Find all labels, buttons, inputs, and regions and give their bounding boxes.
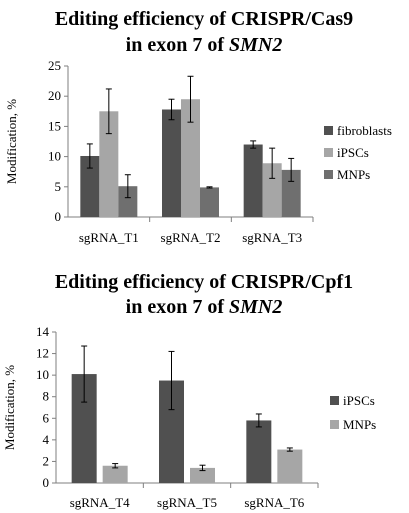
bar-fibroblasts [243,144,263,217]
category-label: sgRNA_T6 [244,495,304,510]
bar-mnps [277,449,303,483]
legend-label: fibroblasts [337,123,392,138]
cas9-chart-panel: Editing efficiency of CRISPR/Cas9 in exon… [0,0,409,250]
chart-title-line-1: Editing efficiency of CRISPR/Cpf1 [55,271,353,293]
legend-swatch-mnps [330,420,339,429]
legend-label: iPSCs [343,393,375,408]
chart-title-prefix: in exon 7 of [126,296,229,318]
y-tick-label: 2 [43,453,50,468]
legend-swatch-ipscs [330,396,339,405]
bar-ipscs [246,420,272,483]
bar-ipscs [99,111,119,217]
y-tick-label: 4 [43,432,50,447]
bar-ipscs [262,163,282,217]
cpf1-chart-panel: Editing efficiency of CRISPR/Cpf1 in exon… [0,262,409,513]
y-tick-label: 20 [48,88,61,103]
legend-swatch-ipscs [324,148,333,157]
y-tick-label: 25 [48,58,61,73]
bar-fibroblasts [162,109,181,217]
chart-title-line-2: in exon 7 of SMN2 [126,34,283,56]
legend-swatch-fibroblasts [324,126,333,135]
y-tick-label: 10 [36,367,49,382]
category-label: sgRNA_T5 [157,495,217,510]
chart-title-gene: SMN2 [229,296,282,318]
y-axis-title: Modification, % [4,99,19,184]
cas9-chart: Editing efficiency of CRISPR/Cas9 in exon… [4,8,392,245]
y-axis-title: Modification, % [2,365,17,450]
category-label: sgRNA_T1 [79,230,139,245]
legend-label: MNPs [343,417,376,432]
legend-swatch-mnps [324,170,333,179]
y-tick-label: 14 [36,324,50,339]
chart-title-line-1: Editing efficiency of CRISPR/Cas9 [55,8,353,30]
y-tick-label: 5 [55,179,62,194]
chart-title-gene: SMN2 [229,34,282,56]
category-label: sgRNA_T3 [242,230,302,245]
y-tick-label: 8 [43,389,50,404]
y-tick-label: 6 [43,410,50,425]
y-tick-label: 0 [55,209,62,224]
cpf1-chart: Editing efficiency of CRISPR/Cpf1 in exon… [2,271,376,510]
legend-label: MNPs [337,167,370,182]
category-label: sgRNA_T2 [161,230,221,245]
bar-mnps [200,187,219,217]
chart-title-line-2: in exon 7 of SMN2 [126,296,283,318]
y-tick-label: 15 [48,118,61,133]
y-tick-label: 10 [48,149,61,164]
bar-ipscs [181,99,200,217]
y-tick-label: 12 [36,346,49,361]
bar-fibroblasts [80,155,100,217]
y-tick-label: 0 [43,475,50,490]
chart-title-prefix: in exon 7 of [126,34,229,56]
bar-mnps [190,467,215,483]
category-label: sgRNA_T4 [70,495,130,510]
bar-mnps [118,186,138,217]
legend-label: iPSCs [337,145,369,160]
bar-mnps [281,169,301,217]
bar-mnps [102,465,128,483]
